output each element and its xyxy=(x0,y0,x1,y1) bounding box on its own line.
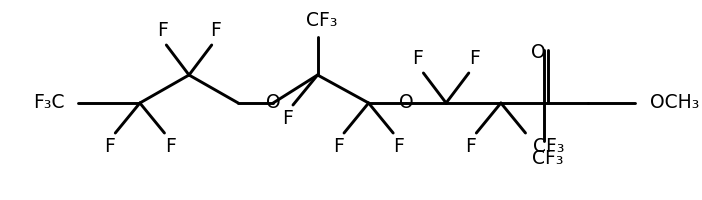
Text: F: F xyxy=(333,138,344,156)
Text: O: O xyxy=(266,94,281,112)
Text: F: F xyxy=(465,138,476,156)
Text: F: F xyxy=(104,138,115,156)
Text: O: O xyxy=(531,43,546,62)
Text: OCH₃: OCH₃ xyxy=(650,94,700,112)
Text: CF₃: CF₃ xyxy=(532,150,564,168)
Text: F: F xyxy=(157,21,168,40)
Text: F: F xyxy=(210,21,221,40)
Text: F: F xyxy=(412,49,423,68)
Text: CF₃: CF₃ xyxy=(533,138,564,156)
Text: F: F xyxy=(165,138,176,156)
Text: F: F xyxy=(393,138,404,156)
Text: CF₃: CF₃ xyxy=(305,10,337,29)
Text: F: F xyxy=(469,49,480,68)
Text: F₃C: F₃C xyxy=(34,94,65,112)
Text: F: F xyxy=(282,110,293,129)
Text: O: O xyxy=(399,94,413,112)
